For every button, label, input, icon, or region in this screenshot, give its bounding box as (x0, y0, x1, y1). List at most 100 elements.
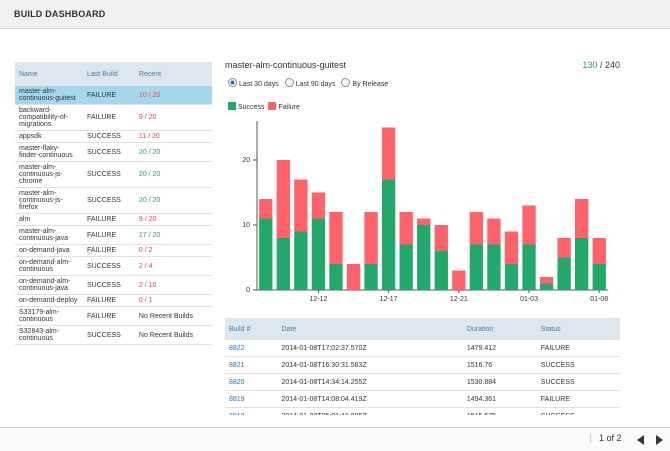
build-name: on-demand-alm-continuous-java (15, 275, 83, 295)
history-table: Build # Date Duration Status 8822 2014-01-08T… (225, 318, 620, 415)
bar (575, 238, 589, 290)
legend-swatch (228, 102, 236, 110)
bar (329, 264, 343, 290)
build-number[interactable]: 8822 (225, 340, 278, 357)
column-header: Build # (225, 318, 278, 340)
recent: 10 / 20 (134, 86, 212, 105)
build-name: on-demand-deploy (15, 294, 83, 307)
recent: 2 / 4 (134, 256, 212, 276)
bar (539, 277, 554, 284)
recent: 11 / 20 (134, 130, 212, 143)
duration: 1494.361 (462, 390, 537, 408)
build-row[interactable]: master-alm-continuous-js-chrome SUCCESS 20… (15, 161, 212, 188)
bar (294, 179, 308, 232)
builds-panel: Name Last Build Recent master-alm-continuou… (15, 62, 212, 420)
bar (557, 257, 571, 290)
last-build: SUCCESS (83, 187, 135, 214)
build-row[interactable]: appsdk SUCCESS 11 / 20 (15, 130, 212, 143)
bar (311, 218, 326, 290)
column-header: Duration (462, 318, 537, 340)
y-tick-label: 10 (242, 222, 250, 229)
radio-option[interactable]: By Release (341, 78, 388, 88)
bar (399, 212, 413, 245)
recent: 2 / 10 (134, 275, 212, 295)
bar (276, 160, 290, 238)
history-row: 8821 2014-01-08T16:30:31.583Z 1516.76 SUCCE… (225, 356, 620, 374)
build-row[interactable]: master-alm-continuous-js-firefox SUCCESS 2… (15, 187, 212, 214)
last-build: FAILURE (83, 104, 135, 131)
detail-title: master-alm-continuous-guitest (225, 60, 347, 70)
legend-entry: Success (228, 102, 264, 111)
next-button[interactable] (656, 435, 663, 445)
date: 2014-01-08T16:30:31.583Z (277, 356, 463, 374)
bar (504, 231, 519, 264)
last-build: FAILURE (83, 86, 135, 105)
bar (469, 244, 484, 290)
build-row[interactable]: S33179-alm-continuous FAILURE No Recent Bu… (15, 306, 212, 326)
bar (417, 225, 431, 290)
duration: 1515.575 (462, 407, 537, 415)
build-name: on-demand-java (15, 244, 83, 257)
range-options: Last 30 days Last 90 days By Release (228, 78, 388, 88)
last-build: SUCCESS (83, 130, 135, 143)
last-build: SUCCESS (83, 256, 135, 276)
prev-button[interactable] (637, 435, 644, 445)
build-row[interactable]: backward-compatibility-of-migrations FAIL… (15, 104, 212, 131)
recent: 20 / 20 (134, 187, 212, 214)
bar (452, 270, 466, 290)
x-tick-label: 01-03 (520, 296, 538, 303)
build-row[interactable]: S32843-alm-continuous SUCCESS No Recent Bu… (15, 325, 212, 345)
radio-option[interactable]: Last 90 days (285, 78, 336, 88)
legend-label: Failure (278, 104, 300, 111)
bar (487, 244, 501, 290)
build-row[interactable]: master-alm-continuous-guitest FAILURE 10 /… (15, 86, 212, 105)
bar (294, 231, 308, 290)
builds-table: Name Last Build Recent master-alm-continuou… (15, 62, 212, 345)
x-tick-label: 12-12 (309, 296, 327, 303)
history-row: 8820 2014-01-08T14:34:14.255Z 1530.884 SUCC… (225, 373, 620, 391)
date: 2014-01-08T14:08:04.419Z (277, 390, 463, 408)
history-row: 88182014-01-08T05:01:48.885Z1515.575SUCC… (225, 407, 620, 415)
build-number[interactable]: 8819 (225, 390, 278, 408)
build-row[interactable]: master-flaky-finder-continuous SUCCESS 20 … (15, 142, 212, 162)
y-tick-label: 20 (242, 157, 250, 164)
bar (417, 218, 431, 225)
build-name: alm (15, 213, 83, 226)
recent: 20 / 20 (134, 161, 212, 188)
bar (522, 205, 536, 245)
duration: 1479.412 (462, 340, 537, 357)
date: 2014-01-08T05:01:48.885Z (277, 407, 463, 415)
bar (259, 218, 273, 290)
build-number[interactable]: 8821 (225, 356, 278, 374)
bar (346, 264, 361, 290)
x-tick-label: 01-08 (590, 296, 608, 303)
history-row: 8819 2014-01-08T14:08:04.419Z 1494.361 FAIL… (225, 390, 620, 408)
bar (276, 238, 290, 290)
build-row[interactable]: on-demand-java FAILURE 0 / 2 (15, 244, 212, 257)
build-name: backward-compatibility-of-migrations (15, 104, 83, 131)
passed: 130 (582, 60, 598, 70)
duration: 1530.884 (462, 373, 537, 391)
last-build: SUCCESS (83, 142, 135, 162)
build-row[interactable]: on-demand-alm-continuous SUCCESS 2 / 4 (15, 256, 212, 276)
radio-option[interactable]: Last 30 days (228, 78, 279, 88)
history-panel: Build # Date Duration Status 8822 2014-01-08T… (225, 318, 620, 415)
footer: 1 of 2 (0, 427, 670, 451)
build-row[interactable]: on-demand-deploy FAILURE 0 / 1 (15, 294, 212, 307)
build-row[interactable]: on-demand-alm-continuous-java SUCCESS 2 / … (15, 275, 212, 295)
column-header: Status (536, 318, 620, 340)
date: 2014-01-08T17:02:37.570Z (277, 340, 463, 357)
bar (575, 199, 589, 238)
column-header: Last Build (83, 62, 135, 86)
build-number[interactable]: 8820 (225, 373, 278, 391)
build-row[interactable]: master-alm-continuous-java FAILURE 17 / 20 (15, 225, 212, 245)
last-build: SUCCESS (83, 325, 135, 345)
build-number[interactable]: 8818 (225, 407, 278, 415)
build-name: master-alm-continuous-js-chrome (15, 161, 83, 188)
recent: No Recent Builds (134, 306, 212, 326)
status: SUCCESS (536, 407, 620, 415)
build-name: on-demand-alm-continuous (15, 256, 83, 276)
build-name: master-alm-continuous-java (15, 225, 83, 245)
bar (592, 264, 606, 290)
build-row[interactable]: alm FAILURE 9 / 20 (15, 213, 212, 226)
